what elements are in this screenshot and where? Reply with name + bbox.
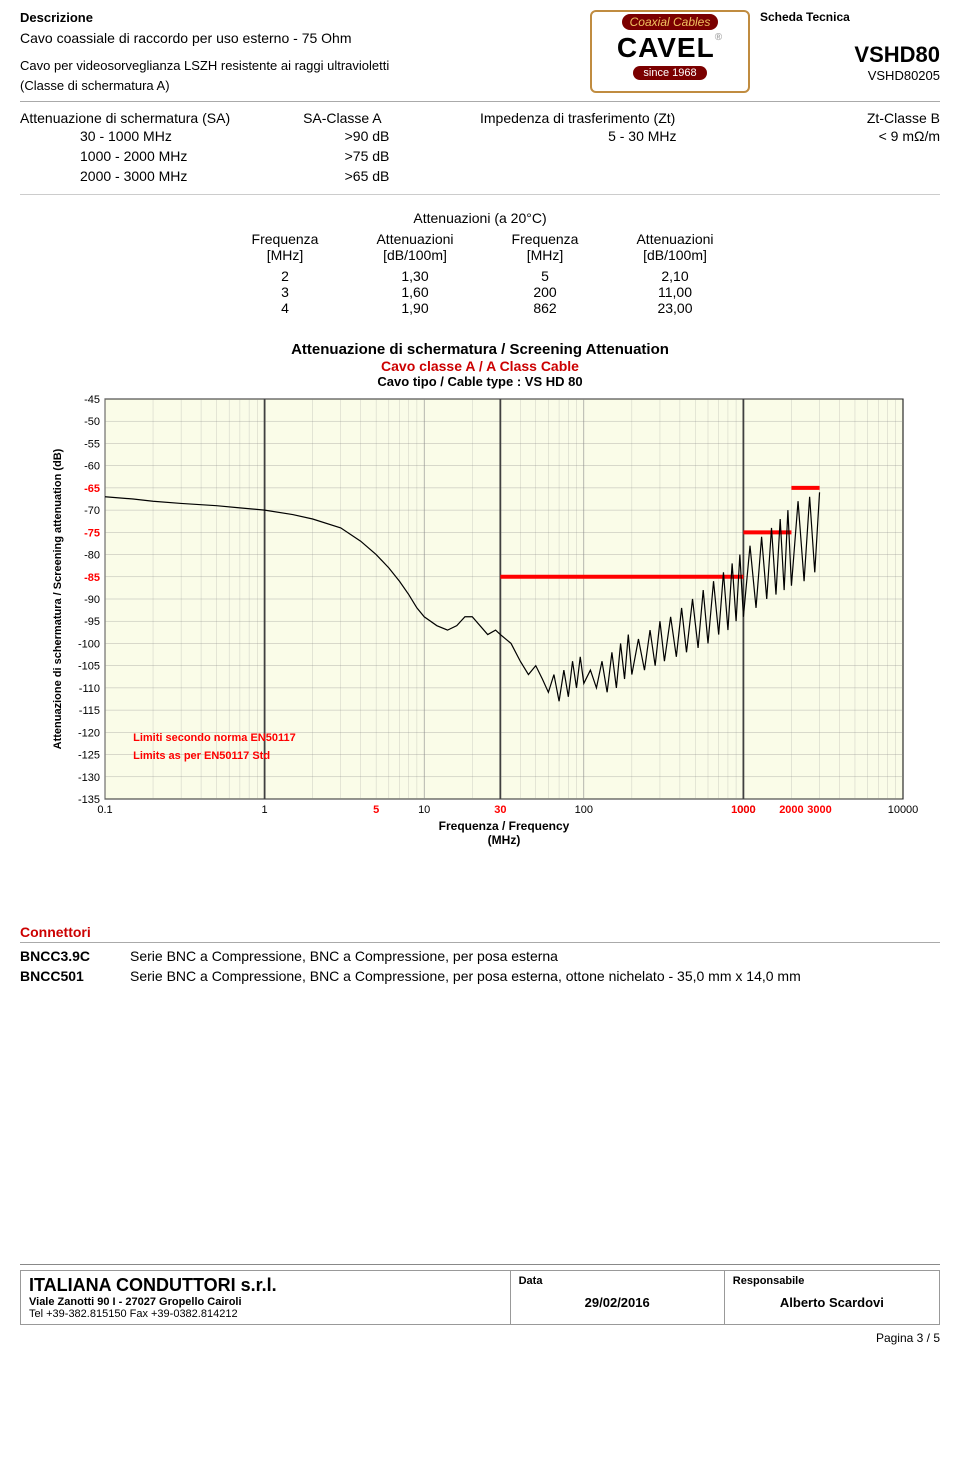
svg-text:-105: -105	[78, 661, 100, 673]
atten-h2: Attenuazioni[dB/100m]	[350, 231, 480, 263]
svg-text:Attenuazione di schermatura /: Attenuazione di schermatura / Screening …	[52, 448, 64, 749]
page-number: Pagina 3 / 5	[20, 1325, 940, 1345]
svg-text:-100: -100	[78, 638, 100, 650]
svg-text:-120: -120	[78, 727, 100, 739]
svg-text:Frequenza / Frequency: Frequenza / Frequency	[439, 819, 570, 833]
atten-h3: Frequenza[MHz]	[480, 231, 610, 263]
footer-company: ITALIANA CONDUTTORI s.r.l. Viale Zanotti…	[21, 1271, 511, 1324]
svg-text:-110: -110	[79, 683, 100, 695]
svg-text:10000: 10000	[888, 804, 919, 816]
screening-attenuation-chart: -45 -50 -55 -60 -65 -70 -75 -80 -85 -90 -95 -100 -10…	[45, 394, 915, 894]
svg-text:-70: -70	[84, 505, 100, 517]
svg-text:10: 10	[418, 804, 430, 816]
spec-row: 1000 - 2000 MHz>75 dB	[20, 146, 940, 166]
atten-h1: Frequenza[MHz]	[220, 231, 350, 263]
footer-responsible: Responsabile Alberto Scardovi	[725, 1271, 939, 1324]
svg-text:2000: 2000	[779, 804, 803, 816]
svg-text:(MHz): (MHz)	[488, 833, 521, 847]
atten-right-freq: 5200862	[480, 268, 610, 316]
connector-row: BNCC3.9CSerie BNC a Compressione, BNC a …	[20, 948, 940, 964]
svg-text:-95: -95	[84, 616, 100, 628]
logo-mid: CAVEL®	[617, 32, 723, 64]
svg-text:-80: -80	[84, 550, 100, 562]
svg-text:1: 1	[262, 804, 268, 816]
svg-text:-55: -55	[84, 438, 100, 450]
atten-h4: Attenuazioni[dB/100m]	[610, 231, 740, 263]
connectors-heading: Connettori	[20, 924, 940, 943]
svg-text:-85: -85	[84, 572, 100, 584]
tech-label: Scheda Tecnica	[760, 10, 940, 24]
svg-text:30: 30	[494, 804, 506, 816]
svg-text:Limits as per EN50117 Std: Limits as per EN50117 Std	[133, 750, 270, 762]
atten-right-val: 2,1011,0023,00	[610, 268, 740, 316]
svg-text:-115: -115	[79, 705, 100, 717]
sa-label: Attenuazione di schermatura (SA)	[20, 110, 303, 126]
footer-date: Data 29/02/2016	[511, 1271, 725, 1324]
zt-class: Zt-Classe B	[763, 110, 940, 126]
chart-title: Attenuazione di schermatura / Screening …	[20, 341, 940, 358]
brand-logo: Coaxial Cables CAVEL® since 1968	[590, 10, 750, 93]
sa-class: SA-Classe A	[303, 110, 480, 126]
svg-text:-90: -90	[84, 594, 100, 606]
spec-row: 2000 - 3000 MHz>65 dB	[20, 166, 940, 186]
spec-row: 30 - 1000 MHz>90 dB5 - 30 MHz< 9 mΩ/m	[20, 126, 940, 146]
product-title: Cavo coassiale di raccordo per uso ester…	[20, 30, 580, 46]
subtitle-1: Cavo per videosorveglianza LSZH resisten…	[20, 58, 580, 73]
svg-text:-50: -50	[84, 416, 100, 428]
zt-label: Impedenza di trasferimento (Zt)	[480, 110, 763, 126]
svg-text:-75: -75	[84, 527, 100, 539]
atten-left-val: 1,301,601,90	[350, 268, 480, 316]
svg-text:1000: 1000	[731, 804, 755, 816]
svg-text:-130: -130	[78, 772, 100, 784]
subtitle-2: (Classe di schermatura A)	[20, 78, 580, 93]
connector-row: BNCC501Serie BNC a Compressione, BNC a C…	[20, 968, 940, 984]
chart-subtitle-red: Cavo classe A / A Class Cable	[20, 358, 940, 374]
product-code: VSHD80	[760, 42, 940, 68]
svg-text:3000: 3000	[807, 804, 831, 816]
svg-text:0.1: 0.1	[97, 804, 112, 816]
logo-bot: since 1968	[633, 66, 706, 80]
svg-text:-65: -65	[84, 483, 100, 495]
atten-heading: Attenuazioni (a 20°C)	[20, 210, 940, 226]
svg-text:-60: -60	[84, 461, 100, 473]
chart-cable-type: Cavo tipo / Cable type : VS HD 80	[20, 374, 940, 389]
svg-text:-125: -125	[78, 750, 100, 762]
product-code-2: VSHD80205	[760, 68, 940, 83]
svg-text:Limiti secondo norma EN50117: Limiti secondo norma EN50117	[133, 732, 296, 744]
descr-label: Descrizione	[20, 10, 580, 25]
logo-top: Coaxial Cables	[622, 14, 719, 30]
svg-text:-45: -45	[84, 394, 100, 406]
atten-left-freq: 234	[220, 268, 350, 316]
svg-text:100: 100	[575, 804, 593, 816]
svg-text:5: 5	[373, 804, 379, 816]
